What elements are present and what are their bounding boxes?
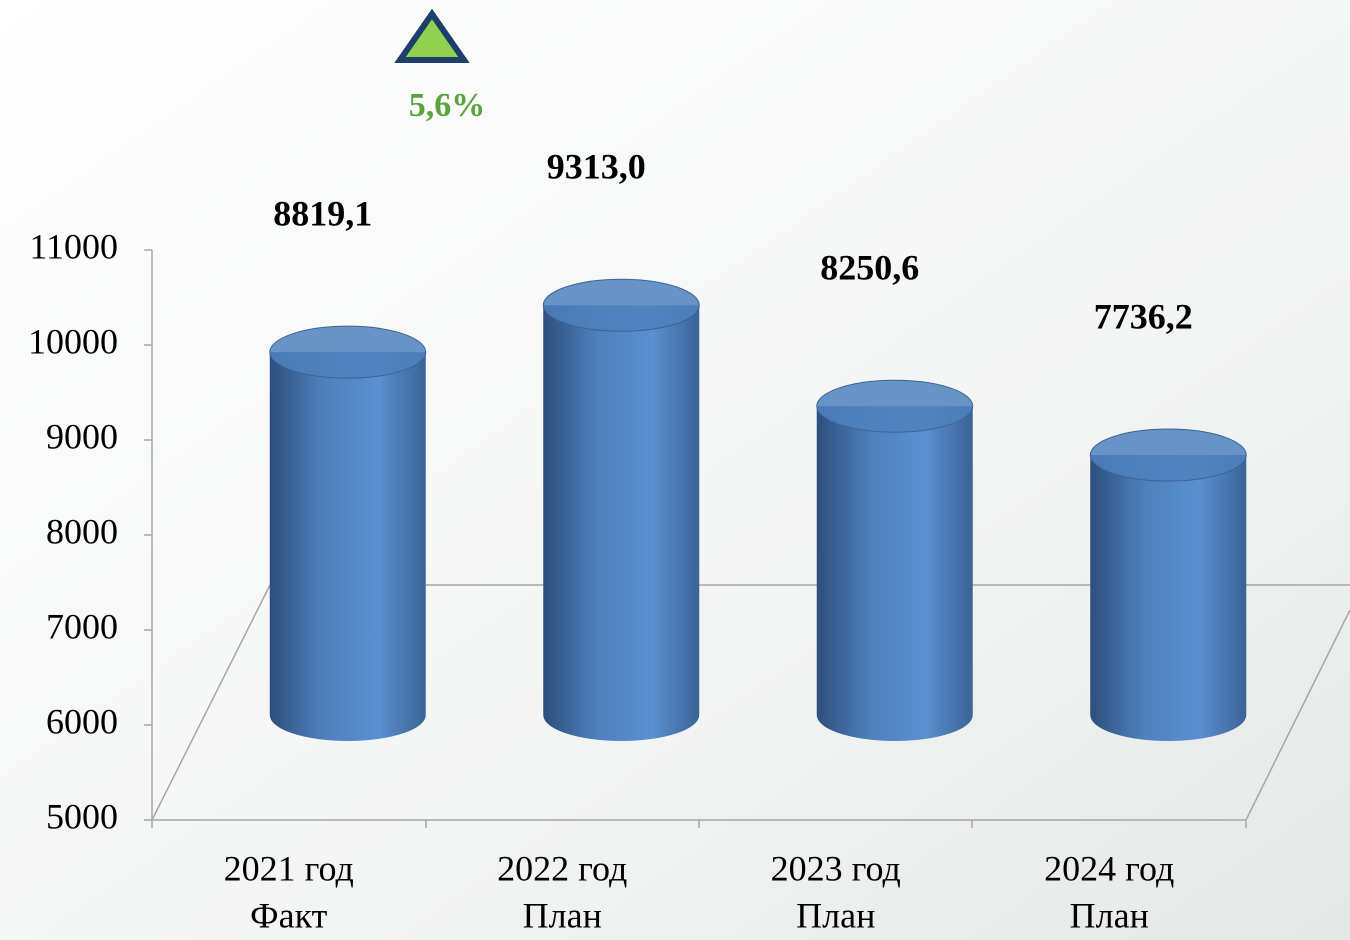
cylinder-top	[270, 326, 426, 378]
cylinder-body	[817, 406, 973, 741]
y-tick-label: 10000	[28, 321, 118, 361]
y-tick-label: 9000	[46, 416, 118, 456]
y-tick-label: 8000	[46, 511, 118, 551]
cylinder-top	[817, 380, 973, 432]
y-tick-label: 11000	[29, 226, 118, 266]
x-tick-label: 2024 год	[1044, 848, 1174, 888]
x-tick-label: 2022 год	[497, 848, 627, 888]
y-tick-label: 5000	[46, 796, 118, 836]
page: 5,6% 5000 6000 7000 8000 9000 10000 11000 2021 …	[0, 0, 1350, 940]
chart: 5,6% 5000 6000 7000 8000 9000 10000 11000 2021 …	[0, 0, 1350, 940]
cylinder-body	[543, 305, 699, 741]
cylinder-body	[270, 352, 426, 741]
x-tick-label: 2021 год	[224, 848, 354, 888]
annotation: 5,6%	[409, 87, 486, 124]
x-tick-label: 2023 год	[771, 848, 901, 888]
x-tick-label: План	[523, 895, 602, 935]
x-tick-label: План	[796, 895, 875, 935]
x-tick-label: Факт	[250, 895, 327, 935]
cylinder-top	[543, 279, 699, 331]
value-label: 8819,1	[273, 193, 372, 233]
cylinder-top	[1090, 429, 1246, 481]
y-tick-label: 6000	[46, 701, 118, 741]
y-tick-label: 7000	[46, 606, 118, 646]
value-label: 7736,2	[1094, 296, 1193, 336]
value-label: 9313,0	[547, 147, 646, 187]
x-tick-label: План	[1070, 895, 1149, 935]
cylinder-body	[1090, 455, 1246, 741]
value-label: 8250,6	[820, 247, 919, 287]
